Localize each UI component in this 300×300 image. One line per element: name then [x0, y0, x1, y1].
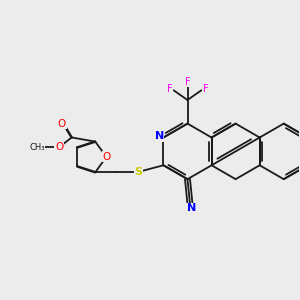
Text: O: O — [55, 142, 63, 152]
Text: O: O — [102, 152, 110, 162]
Text: O: O — [58, 118, 66, 129]
Text: S: S — [134, 167, 142, 177]
Text: F: F — [167, 84, 172, 94]
Text: CH₃: CH₃ — [29, 143, 45, 152]
Text: F: F — [203, 84, 208, 94]
Text: N: N — [187, 203, 196, 213]
Text: F: F — [185, 77, 190, 87]
Text: N: N — [155, 131, 164, 141]
